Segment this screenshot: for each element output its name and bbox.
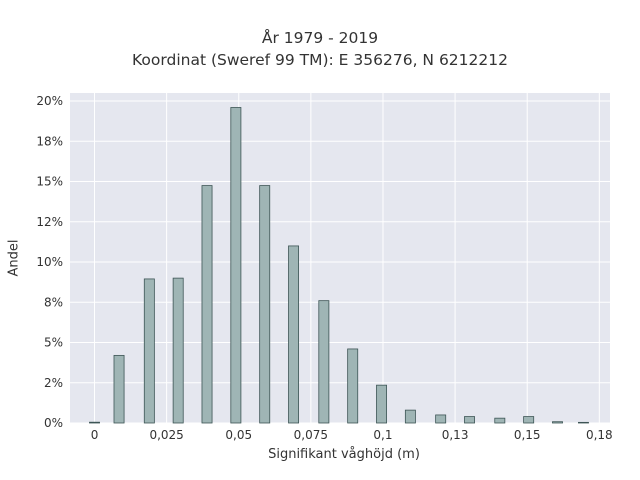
bar-5 [230, 107, 242, 424]
bar-15 [523, 416, 535, 424]
bar-16 [552, 421, 563, 424]
bar-9 [347, 348, 359, 424]
bar-7 [288, 245, 300, 424]
bar-4 [201, 185, 213, 424]
bars [89, 107, 589, 424]
bar-10 [376, 384, 387, 424]
x-axis-title: Signifikant våghöjd (m) [268, 447, 420, 462]
y-axis-title: Andel [6, 239, 22, 277]
y-tick-label: 5% [44, 336, 63, 350]
x-tick-label: 0,075 [294, 428, 328, 442]
bar-6 [259, 185, 271, 424]
bar-11 [404, 409, 416, 424]
y-tick-label: 20% [36, 94, 63, 108]
y-tick-label: 18% [36, 134, 63, 148]
bar-12 [435, 414, 447, 424]
bar-13 [464, 416, 475, 424]
y-tick-label: 10% [36, 255, 63, 269]
y-tick-label: 0% [44, 416, 63, 430]
bar-2 [143, 278, 155, 424]
x-tick-label: 0,1 [373, 428, 392, 442]
bar-0 [89, 421, 100, 424]
x-tick-label: 0,05 [225, 428, 252, 442]
bar-14 [494, 417, 506, 424]
y-tick-label: 15% [36, 175, 63, 189]
bar-8 [318, 300, 330, 424]
chart-subtitle: Koordinat (Sweref 99 TM): E 356276, N 62… [132, 51, 508, 69]
x-tick-label: 0 [91, 428, 99, 442]
chart-title: År 1979 - 2019 [261, 29, 379, 47]
y-tick-label: 2% [44, 376, 63, 390]
y-tick-label: 8% [44, 295, 63, 309]
y-tick-labels: 0% 2% 5% 8% 10% 12% 15% 18% 20% [36, 94, 63, 430]
x-tick-label: 0,13 [442, 428, 469, 442]
x-tick-label: 0,18 [586, 428, 613, 442]
bar-1 [113, 354, 125, 424]
y-tick-label: 12% [36, 215, 63, 229]
bar-3 [172, 277, 184, 424]
x-tick-label: 0,15 [514, 428, 541, 442]
x-tick-labels: 0 0,025 0,05 0,075 0,1 0,13 0,15 0,18 [91, 428, 613, 442]
plot-background [70, 93, 610, 423]
bar-17 [578, 421, 589, 424]
x-tick-label: 0,025 [149, 428, 183, 442]
